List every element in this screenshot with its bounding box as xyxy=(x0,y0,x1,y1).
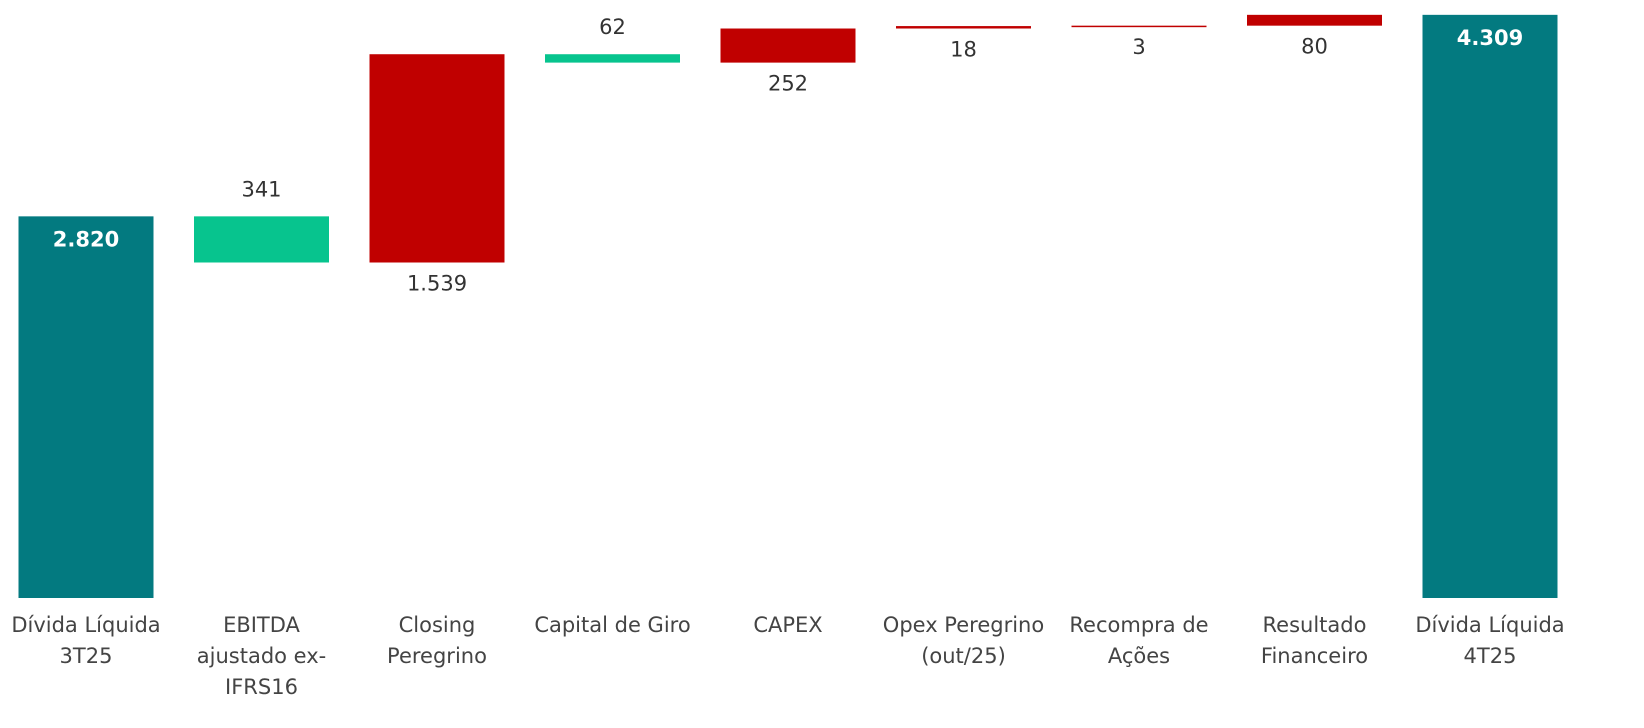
value-label: 341 xyxy=(241,177,281,201)
x-tick-label: Capital de Giro xyxy=(534,613,691,637)
bar xyxy=(1247,14,1382,26)
value-label: 252 xyxy=(768,72,808,96)
value-label: 3 xyxy=(1132,35,1145,59)
value-label: 4.309 xyxy=(1457,26,1523,50)
bar xyxy=(1071,25,1207,28)
x-tick-label: Dívida Líquida 3T25 xyxy=(11,613,161,668)
x-tick-label: Dívida Líquida 4T25 xyxy=(1415,613,1565,668)
value-label: 62 xyxy=(599,15,626,39)
x-tick-label: Recompra de Ações xyxy=(1069,613,1209,668)
x-tick-label: Resultado Financeiro xyxy=(1260,613,1369,668)
value-label: 80 xyxy=(1301,35,1328,59)
x-tick-label: Opex Peregrino (out/25) xyxy=(882,613,1045,668)
x-tick-label: CAPEX xyxy=(753,613,823,637)
bar xyxy=(369,54,505,263)
bar xyxy=(896,26,1031,29)
value-label: 18 xyxy=(950,38,977,62)
value-label: 1.539 xyxy=(407,272,467,296)
bar xyxy=(1422,14,1558,598)
bar xyxy=(18,216,154,598)
bar xyxy=(194,216,329,263)
x-tick-label: EBITDA ajustado ex-IFRS16 xyxy=(196,613,327,699)
value-label: 2.820 xyxy=(53,227,119,251)
bar xyxy=(720,28,856,63)
x-tick-label: Closing Peregrino xyxy=(387,613,487,668)
bar xyxy=(545,54,680,63)
